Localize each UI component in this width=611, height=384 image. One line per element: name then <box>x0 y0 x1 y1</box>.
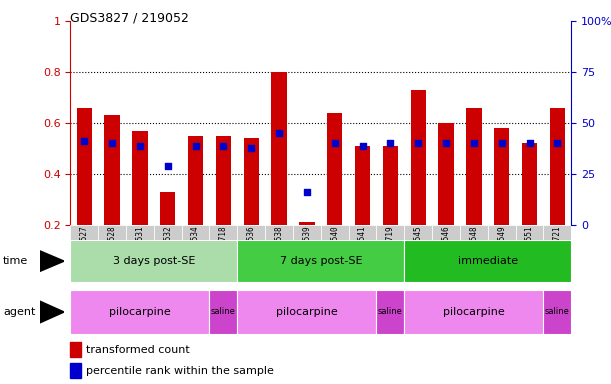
Bar <box>488 225 516 242</box>
Text: GSM367719: GSM367719 <box>386 225 395 267</box>
Bar <box>188 136 203 225</box>
Point <box>107 140 117 146</box>
Bar <box>216 136 231 225</box>
Bar <box>76 108 92 225</box>
Bar <box>543 225 571 242</box>
Text: GSM367721: GSM367721 <box>553 225 562 267</box>
Point <box>552 140 562 146</box>
Point <box>219 143 229 149</box>
Bar <box>494 128 510 225</box>
Bar <box>550 108 565 225</box>
Bar <box>210 290 237 334</box>
Point <box>497 140 507 146</box>
Text: GSM367545: GSM367545 <box>414 225 423 267</box>
Text: saline: saline <box>211 308 236 316</box>
Point <box>386 140 395 146</box>
Text: pilocarpine: pilocarpine <box>109 307 170 317</box>
Point <box>135 143 145 149</box>
Bar <box>126 225 154 242</box>
Text: saline: saline <box>545 308 570 316</box>
Bar <box>438 123 454 225</box>
Point <box>441 140 451 146</box>
Text: agent: agent <box>3 307 35 317</box>
Bar <box>154 225 181 242</box>
Text: GSM367539: GSM367539 <box>302 225 312 267</box>
Bar <box>522 143 537 225</box>
Text: pilocarpine: pilocarpine <box>276 307 338 317</box>
Bar <box>376 225 404 242</box>
Text: GSM367531: GSM367531 <box>136 225 144 267</box>
Bar <box>349 225 376 242</box>
Text: pilocarpine: pilocarpine <box>443 307 505 317</box>
Bar <box>98 225 126 242</box>
Bar <box>104 115 120 225</box>
Text: time: time <box>3 256 28 266</box>
Bar <box>70 240 237 282</box>
Text: transformed count: transformed count <box>86 345 190 355</box>
Text: GSM367534: GSM367534 <box>191 225 200 267</box>
Point <box>330 140 340 146</box>
Text: 3 days post-SE: 3 days post-SE <box>112 256 195 266</box>
Text: GSM367541: GSM367541 <box>358 225 367 267</box>
Text: GDS3827 / 219052: GDS3827 / 219052 <box>70 12 189 25</box>
Point <box>274 130 284 136</box>
Bar <box>181 225 210 242</box>
Bar <box>460 225 488 242</box>
Point <box>246 145 256 151</box>
Point <box>79 137 89 144</box>
Text: GSM367551: GSM367551 <box>525 225 534 267</box>
Bar <box>321 225 349 242</box>
Polygon shape <box>40 301 64 323</box>
Bar <box>70 290 210 334</box>
Text: GSM367538: GSM367538 <box>274 225 284 267</box>
Point <box>469 140 479 146</box>
Text: GSM367548: GSM367548 <box>469 225 478 267</box>
Bar <box>432 225 460 242</box>
Text: 7 days post-SE: 7 days post-SE <box>279 256 362 266</box>
Text: GSM367546: GSM367546 <box>442 225 450 267</box>
Bar <box>404 290 543 334</box>
Bar <box>70 225 98 242</box>
Bar <box>265 225 293 242</box>
Text: GSM367528: GSM367528 <box>108 225 117 267</box>
Bar <box>132 131 147 225</box>
Bar <box>404 225 432 242</box>
Point <box>302 189 312 195</box>
Point <box>413 140 423 146</box>
Text: saline: saline <box>378 308 403 316</box>
Bar <box>355 146 370 225</box>
Text: GSM367532: GSM367532 <box>163 225 172 267</box>
Bar <box>70 342 81 357</box>
Text: GSM367718: GSM367718 <box>219 225 228 267</box>
Point <box>357 143 367 149</box>
Text: immediate: immediate <box>458 256 518 266</box>
Text: GSM367536: GSM367536 <box>247 225 255 267</box>
Bar <box>516 225 543 242</box>
Polygon shape <box>40 251 64 271</box>
Bar <box>327 113 342 225</box>
Bar <box>244 138 259 225</box>
Bar <box>466 108 481 225</box>
Bar <box>411 90 426 225</box>
Bar <box>293 225 321 242</box>
Bar <box>160 192 175 225</box>
Text: percentile rank within the sample: percentile rank within the sample <box>86 366 274 376</box>
Bar <box>543 290 571 334</box>
Point <box>163 163 172 169</box>
Bar <box>404 240 571 282</box>
Bar <box>237 290 376 334</box>
Text: GSM367527: GSM367527 <box>79 225 89 267</box>
Bar <box>382 146 398 225</box>
Bar <box>299 222 315 225</box>
Bar <box>210 225 237 242</box>
Bar <box>70 363 81 378</box>
Bar <box>376 290 404 334</box>
Bar <box>271 72 287 225</box>
Text: GSM367549: GSM367549 <box>497 225 506 267</box>
Point <box>191 143 200 149</box>
Point <box>525 140 535 146</box>
Bar <box>237 225 265 242</box>
Bar <box>237 240 404 282</box>
Text: GSM367540: GSM367540 <box>330 225 339 267</box>
